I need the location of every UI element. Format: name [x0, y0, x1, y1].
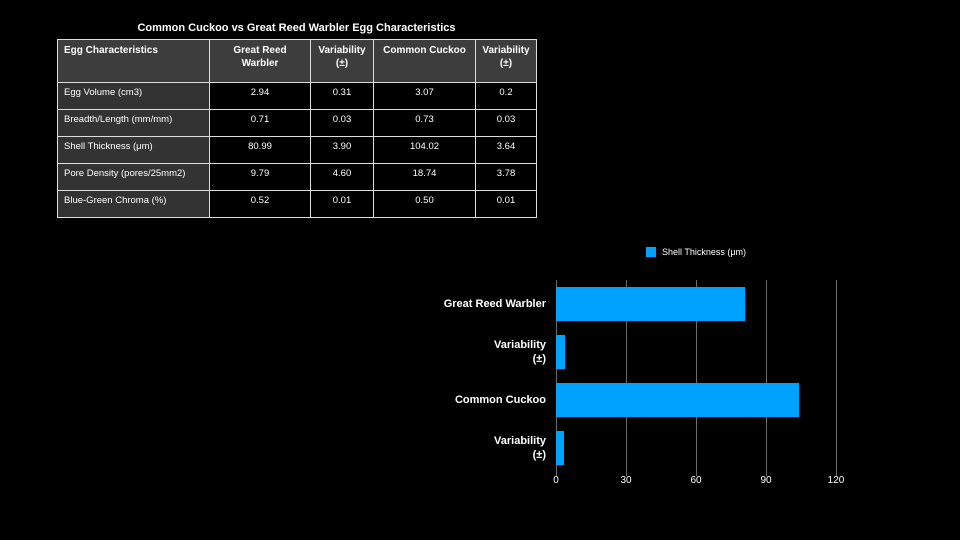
cell-value: 0.2 [475, 82, 537, 110]
cell-value: 18.74 [373, 163, 476, 191]
x-tick-label: 60 [690, 475, 702, 486]
cell-value: 0.01 [310, 190, 374, 218]
table-row: Breadth/Length (mm/mm) 0.71 0.03 0.73 0.… [57, 109, 537, 137]
row-label: Shell Thickness (μm) [57, 136, 210, 164]
cell-value: 0.01 [475, 190, 537, 218]
column-header-egg-characteristics: Egg Characteristics [57, 39, 210, 83]
cell-value: 0.03 [475, 109, 537, 137]
cell-value: 0.73 [373, 109, 476, 137]
cell-value: 0.03 [310, 109, 374, 137]
cell-value: 80.99 [209, 136, 311, 164]
gridline [555, 280, 557, 476]
gridline [695, 280, 697, 476]
chart-x-axis: 0 30 60 90 120 [553, 475, 844, 489]
table-row: Pore Density (pores/25mm2) 9.79 4.60 18.… [57, 163, 537, 191]
cell-value: 9.79 [209, 163, 311, 191]
chart-legend[interactable]: Shell Thickness (μm) [556, 245, 836, 259]
bar [556, 287, 745, 321]
cell-value: 3.64 [475, 136, 537, 164]
bar [556, 383, 799, 417]
bar [556, 335, 566, 369]
x-tick-label: 0 [553, 475, 559, 486]
x-tick-label: 90 [760, 475, 772, 486]
row-label: Breadth/Length (mm/mm) [57, 109, 210, 137]
table-row: Shell Thickness (μm) 80.99 3.90 104.02 3… [57, 136, 537, 164]
egg-characteristics-table: Egg Characteristics Great Reed Warbler V… [57, 39, 537, 218]
cell-value: 2.94 [209, 82, 311, 110]
cell-value: 0.50 [373, 190, 476, 218]
page-title: Common Cuckoo vs Great Reed Warbler Egg … [137, 22, 456, 34]
cell-value: 104.02 [373, 136, 476, 164]
row-label: Blue-Green Chroma (%) [57, 190, 210, 218]
cell-value: 4.60 [310, 163, 374, 191]
column-header-variability-2: Variability (±) [475, 39, 537, 83]
table-row: Blue-Green Chroma (%) 0.52 0.01 0.50 0.0… [57, 190, 537, 218]
cell-value: 3.07 [373, 82, 476, 110]
row-label: Egg Volume (cm3) [57, 82, 210, 110]
gridline [625, 280, 627, 476]
cell-value: 0.71 [209, 109, 311, 137]
cell-value: 0.52 [209, 190, 311, 218]
x-tick-label: 30 [620, 475, 632, 486]
cell-value: 3.90 [310, 136, 374, 164]
cell-value: 0.31 [310, 82, 374, 110]
gridline [835, 280, 837, 476]
column-header-common-cuckoo: Common Cuckoo [373, 39, 476, 83]
category-label: Variability (±) [494, 338, 546, 365]
legend-label: Shell Thickness (μm) [661, 247, 747, 257]
table-row: Egg Volume (cm3) 2.94 0.31 3.07 0.2 [57, 82, 537, 110]
column-header-great-reed-warbler: Great Reed Warbler [209, 39, 311, 83]
chart-plot-area [555, 280, 837, 476]
table-header-row: Egg Characteristics Great Reed Warbler V… [57, 39, 537, 83]
category-label: Variability (±) [494, 434, 546, 461]
column-header-variability-1: Variability (±) [310, 39, 374, 83]
category-label: Great Reed Warbler [443, 297, 546, 310]
bar [556, 431, 565, 465]
cell-value: 3.78 [475, 163, 537, 191]
category-label: Common Cuckoo [454, 393, 546, 406]
legend-swatch-icon [645, 247, 656, 257]
x-tick-label: 120 [827, 475, 845, 486]
gridline [765, 280, 767, 476]
row-label: Pore Density (pores/25mm2) [57, 163, 210, 191]
